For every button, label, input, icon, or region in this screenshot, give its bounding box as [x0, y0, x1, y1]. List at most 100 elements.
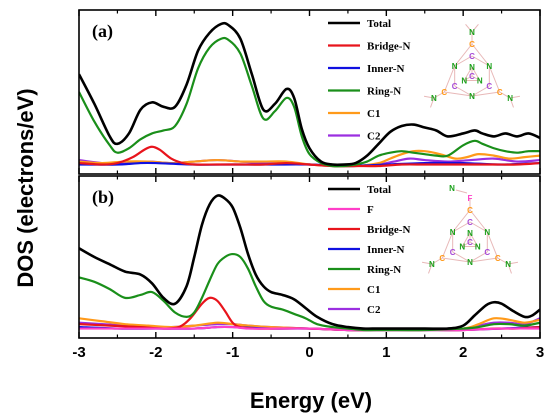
- atom-inner-n: N: [469, 63, 475, 72]
- atom-inner-n: N: [475, 243, 481, 252]
- bond: [471, 66, 481, 81]
- atom-inner-n: N: [461, 77, 467, 86]
- legend-label: F: [367, 204, 374, 216]
- x-axis-title: Energy (eV): [250, 388, 372, 413]
- x-tick-labels: -3 -2 -1 0 1 2 3: [72, 344, 544, 361]
- atom-c1: C: [469, 40, 475, 49]
- legend-item-c1: C1: [328, 284, 380, 296]
- atom-ring-n: N: [486, 62, 492, 71]
- atom-c2: C: [467, 218, 473, 227]
- bond: [469, 221, 488, 233]
- atom-ring-n: N: [467, 258, 473, 267]
- legend-item-c1: C1: [328, 108, 380, 120]
- x-tick-label: 1: [382, 344, 390, 361]
- legend-item-c2: C2: [328, 131, 381, 143]
- panel-a: (a) TotalBridge-NInner-NRing-NC1C2CNNNCNC…: [78, 9, 541, 175]
- legend-item-total: Total: [328, 184, 391, 196]
- legend-label: C2: [367, 304, 381, 316]
- bond: [463, 66, 473, 81]
- panel-label: (b): [92, 187, 114, 208]
- panels: (a) TotalBridge-NInner-NRing-NC1C2CNNNCNC…: [78, 9, 541, 339]
- bond: [452, 221, 471, 233]
- bond: [507, 263, 512, 274]
- bond: [471, 91, 500, 97]
- bond: [469, 251, 488, 263]
- x-tick-label: -2: [149, 344, 162, 361]
- atom-ring-n: N: [469, 92, 475, 101]
- legend-item-ring-n: Ring-N: [328, 86, 401, 98]
- legend-label: Bridge-N: [367, 41, 410, 53]
- atom-bridge-n: N: [469, 28, 475, 37]
- bond: [421, 261, 432, 265]
- legend-label: C2: [367, 131, 381, 143]
- bond: [444, 91, 473, 97]
- atom-c2: C: [486, 82, 492, 91]
- legend-label: Ring-N: [367, 264, 401, 276]
- bond: [471, 43, 490, 67]
- atom-c2: C: [450, 248, 456, 257]
- bond: [442, 257, 471, 263]
- bond: [471, 75, 481, 81]
- atom-inner-n: N: [459, 243, 465, 252]
- legend-item-ring-n: Ring-N: [328, 264, 401, 276]
- x-tick-label: 0: [305, 344, 313, 361]
- atom-ring-n: N: [452, 62, 458, 71]
- legend-item-total: Total: [328, 18, 391, 30]
- atom-bridge-n: N: [429, 260, 435, 269]
- legend-item-bridge-n: Bridge-N: [328, 224, 410, 236]
- atom-inner-n: N: [477, 77, 483, 86]
- legend-label: Total: [367, 184, 391, 196]
- bond: [499, 91, 511, 99]
- legend-label: C1: [367, 284, 380, 296]
- bond: [469, 209, 488, 233]
- bond: [471, 24, 479, 33]
- atom-f: F: [468, 194, 473, 203]
- bond: [469, 232, 479, 247]
- atom-bridge-n: N: [449, 184, 455, 193]
- bond: [452, 251, 471, 263]
- legend-label: C1: [367, 108, 380, 120]
- bond: [471, 85, 490, 97]
- bond: [454, 43, 473, 67]
- legend-item-c2: C2: [328, 304, 381, 316]
- atom-bridge-n: N: [507, 94, 513, 103]
- atom-c2: C: [484, 248, 490, 257]
- atom-c2: C: [469, 72, 475, 81]
- bond: [454, 85, 473, 97]
- legend-item-inner-n: Inner-N: [328, 244, 405, 256]
- panel-b: (b) TotalFBridge-NInner-NRing-NC1C2CNNNCN…: [78, 175, 541, 339]
- legend-item-bridge-n: Bridge-N: [328, 41, 410, 53]
- bond: [441, 231, 454, 259]
- bond: [497, 257, 509, 265]
- series-lines: [79, 194, 540, 332]
- x-tick-label: 2: [459, 344, 467, 361]
- atom-ring-n: N: [450, 228, 456, 237]
- atom-c1: C: [467, 206, 473, 215]
- atom-c2: C: [467, 238, 473, 247]
- series-line-total: [79, 194, 540, 331]
- bond: [465, 24, 473, 33]
- bond: [486, 231, 499, 259]
- panel-label: (a): [92, 21, 113, 42]
- atom-c1: C: [497, 88, 503, 97]
- atom-bridge-n: N: [505, 260, 511, 269]
- bond: [430, 97, 435, 108]
- x-tick-label: 3: [536, 344, 544, 361]
- series-line-inner-n: [79, 161, 540, 168]
- series-lines: [79, 21, 540, 168]
- bond: [443, 65, 456, 93]
- atom-inner-n: N: [467, 229, 473, 238]
- bond: [463, 75, 473, 81]
- bond: [433, 91, 445, 99]
- legend-label: Bridge-N: [367, 224, 410, 236]
- bond: [469, 241, 479, 247]
- bond: [488, 65, 501, 93]
- legend-item-inner-n: Inner-N: [328, 63, 405, 75]
- bond: [509, 97, 514, 108]
- legend-label: Ring-N: [367, 86, 401, 98]
- bond: [455, 189, 468, 194]
- atom-ring-n: N: [484, 228, 490, 237]
- bond: [461, 241, 471, 247]
- atom-c1: C: [441, 88, 447, 97]
